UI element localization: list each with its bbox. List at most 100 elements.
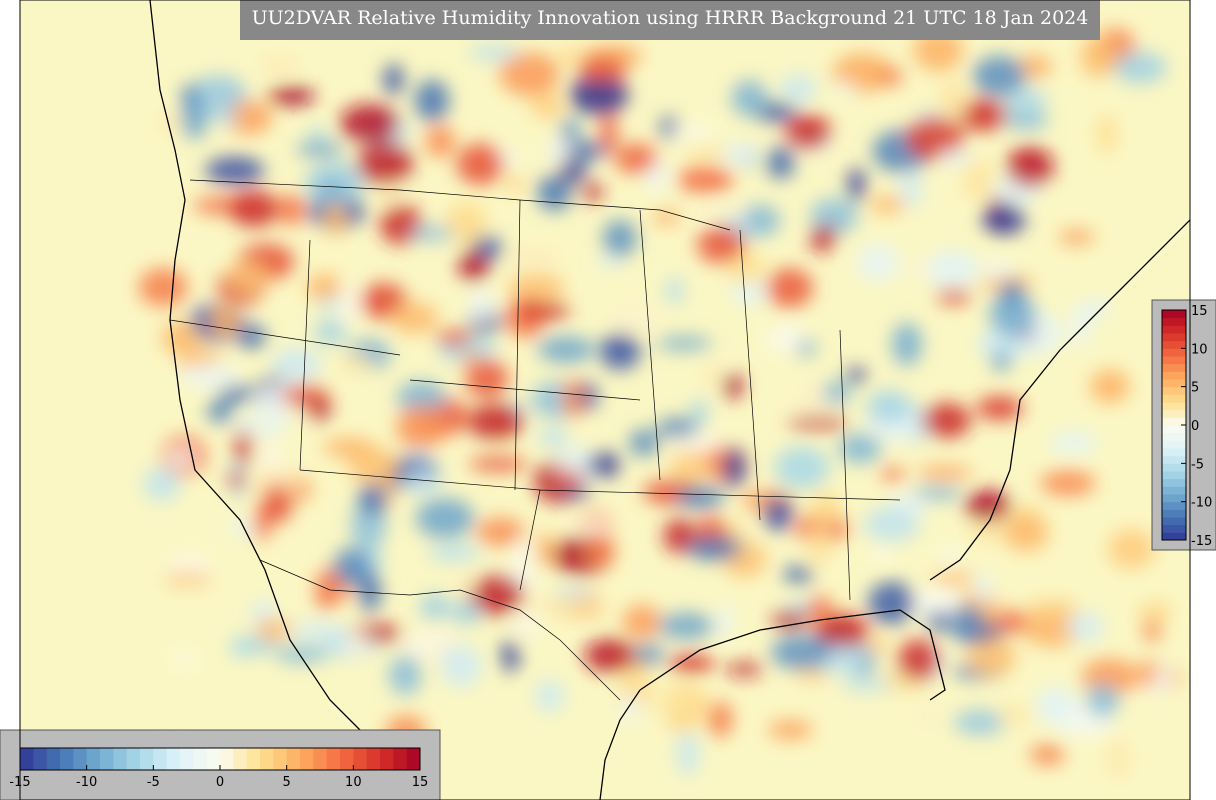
field-blob	[892, 322, 922, 367]
field-blob	[868, 581, 915, 625]
field-blob	[339, 104, 400, 143]
field-blob	[897, 639, 940, 681]
title: UU2DVAR Relative Humidity Innovation usi…	[252, 7, 1089, 29]
field-blob	[838, 433, 883, 464]
field-blob	[937, 149, 972, 166]
field-blob	[669, 126, 717, 139]
field-blob	[666, 276, 684, 305]
colorbar-segment	[1162, 409, 1186, 418]
field-blob	[676, 486, 725, 509]
field-blob	[656, 336, 713, 351]
field-blob	[236, 324, 267, 349]
colorbar-segment	[1162, 348, 1186, 357]
field-blob	[333, 547, 371, 588]
field-blob	[953, 709, 1007, 736]
field-blob	[337, 283, 360, 324]
field-blob	[307, 128, 328, 143]
colorbar-segment	[1162, 440, 1186, 449]
field-blob	[766, 146, 795, 180]
field-blob	[295, 142, 345, 157]
field-blob	[264, 266, 285, 280]
field-blob	[774, 446, 830, 490]
colorbar-tick-label: -10	[76, 775, 97, 790]
colorbar-segment	[1162, 448, 1186, 457]
field-blob	[771, 610, 810, 630]
colorbar-segment	[126, 748, 141, 770]
field-blob	[557, 46, 581, 65]
colorbar-tick-label: 5	[283, 775, 291, 790]
field-blob	[602, 219, 637, 258]
field-blob	[383, 63, 404, 96]
field-blob	[271, 347, 322, 381]
field-blob	[161, 321, 200, 354]
field-blob	[628, 429, 660, 457]
field-blob	[578, 519, 609, 536]
colorbar-segment	[246, 748, 261, 770]
field-blob	[1097, 114, 1116, 155]
field-blob	[667, 716, 697, 732]
colorbar-segment	[1162, 363, 1186, 372]
field-blob	[992, 351, 1010, 372]
field-blob	[1086, 683, 1119, 718]
colorbar-segment	[1162, 371, 1186, 380]
map-frame	[19, 0, 1191, 800]
field-blob	[350, 504, 387, 548]
field-blob	[585, 532, 615, 570]
field-blob	[536, 532, 555, 567]
field-blob	[615, 143, 658, 174]
colorbar-tick-label: -15	[1191, 534, 1212, 549]
field-blob	[231, 518, 253, 538]
field-blob	[932, 572, 976, 585]
field-blob	[905, 117, 965, 161]
colorbar-segment	[1162, 386, 1186, 395]
field-blob	[562, 379, 584, 418]
field-blob	[582, 182, 603, 202]
colorbar-segment	[1162, 517, 1186, 526]
field-blob	[1003, 110, 1049, 130]
field-blob	[982, 202, 1026, 236]
colorbar-segment	[1162, 317, 1186, 326]
field-blob	[878, 67, 903, 86]
colorbar-segment	[73, 748, 88, 770]
field-blob	[856, 243, 901, 282]
colorbar-segment	[153, 748, 168, 770]
field-blob	[1025, 600, 1080, 619]
field-blob	[697, 225, 745, 264]
field-blob	[1023, 613, 1083, 648]
field-blob	[163, 573, 212, 586]
field-blob	[782, 565, 814, 584]
field-blob	[446, 202, 487, 245]
field-blob	[847, 167, 866, 202]
field-blob	[976, 396, 1023, 421]
west-coast	[149, 0, 361, 731]
field-blob	[784, 114, 831, 150]
field-blob	[788, 416, 847, 430]
field-blob	[262, 484, 292, 524]
field-blob	[396, 381, 446, 414]
field-blob	[468, 45, 521, 61]
field-blob	[179, 362, 239, 389]
field-blob	[470, 574, 524, 616]
colorbar-tick-label: 10	[1191, 342, 1208, 357]
innovation-field	[138, 28, 1190, 779]
field-blob	[450, 599, 482, 625]
field-blob	[807, 525, 832, 566]
field-blob	[586, 452, 621, 478]
field-blob	[975, 572, 993, 605]
field-blob	[822, 381, 851, 405]
field-blob	[458, 249, 489, 283]
field-blob	[181, 98, 208, 140]
colorbar-segment	[1162, 394, 1186, 403]
field-blob	[936, 289, 972, 304]
colorbar-tick-label: 15	[412, 775, 429, 790]
field-blob	[903, 260, 940, 274]
field-blob	[228, 190, 280, 227]
colorbar-segment	[300, 748, 314, 770]
field-blob	[323, 200, 347, 237]
colorbar-segment	[1162, 402, 1186, 411]
field-blob	[258, 439, 284, 474]
field-blob	[768, 720, 813, 740]
colorbar-tick-label: -10	[1191, 496, 1212, 511]
field-blob	[840, 677, 893, 692]
